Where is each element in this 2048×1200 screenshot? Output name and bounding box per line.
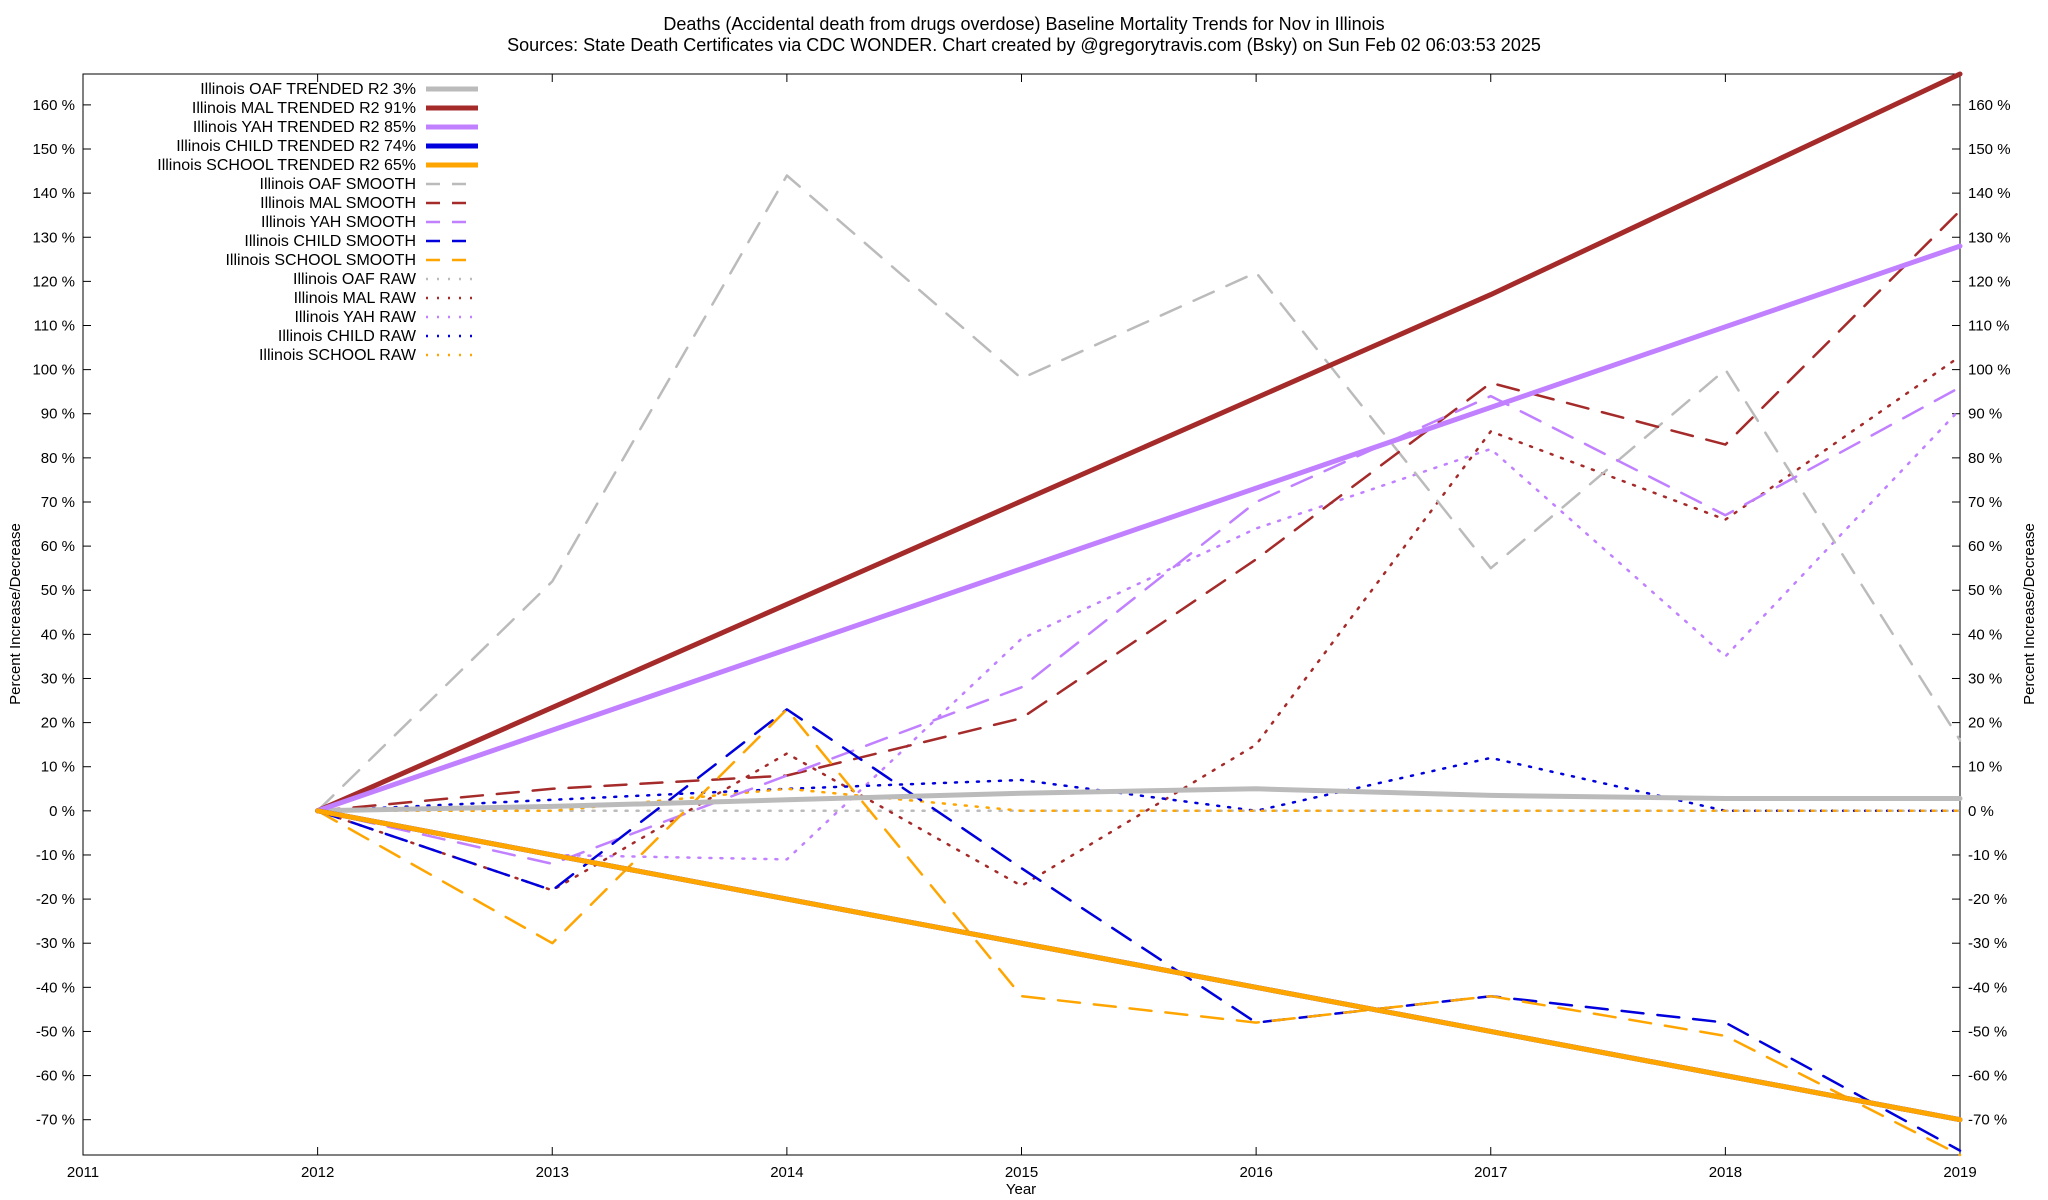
x-tick-label: 2012: [301, 1164, 334, 1181]
y-tick-label-left: -70 %: [36, 1112, 75, 1129]
x-tick-label: 2014: [770, 1164, 803, 1181]
legend-label: Illinois MAL SMOOTH: [260, 195, 416, 212]
legend-label: Illinois OAF RAW: [293, 271, 417, 288]
x-tick-label: 2013: [536, 1164, 569, 1181]
x-tick-label: 2011: [67, 1164, 99, 1181]
y-tick-label-right: 20 %: [1968, 715, 2002, 732]
series-line-12: [316, 408, 1962, 861]
y-tick-label-right: 50 %: [1968, 582, 2002, 599]
y-tick-label-right: -50 %: [1968, 1023, 2007, 1040]
series-line-4: [315, 808, 1963, 1123]
y-tick-label-left: 80 %: [41, 450, 75, 467]
chart-title: Deaths (Accidental death from drugs over…: [663, 14, 1384, 34]
legend-label: Illinois YAH RAW: [294, 309, 416, 326]
y-tick-label-right: 150 %: [1968, 141, 2011, 158]
x-tick-label: 2019: [1943, 1164, 1976, 1181]
y-tick-label-right: 80 %: [1968, 450, 2002, 467]
legend-label: Illinois SCHOOL RAW: [259, 347, 417, 364]
series-line-0: [315, 786, 1963, 814]
y-tick-label-left: 70 %: [41, 494, 75, 511]
y-tick-label-left: 160 %: [32, 97, 75, 114]
y-tick-label-right: 70 %: [1968, 494, 2002, 511]
y-tick-label-right: 0 %: [1968, 803, 1994, 820]
y-tick-label-left: -50 %: [36, 1023, 75, 1040]
legend: Illinois OAF TRENDED R2 3% Illinois MAL T…: [157, 81, 478, 364]
legend-label: Illinois YAH TRENDED R2 85%: [193, 119, 416, 136]
y-tick-label-right: 30 %: [1968, 670, 2002, 687]
legend-label: Illinois OAF SMOOTH: [260, 176, 416, 193]
legend-label: Illinois MAL RAW: [294, 290, 417, 307]
y-tick-label-left: 20 %: [41, 715, 75, 732]
legend-label: Illinois SCHOOL TRENDED R2 65%: [157, 157, 416, 174]
y-tick-label-left: 90 %: [41, 406, 75, 423]
chart-subtitle: Sources: State Death Certificates via CD…: [507, 35, 1541, 55]
legend-label: Illinois OAF TRENDED R2 3%: [200, 81, 416, 98]
series-line-1: [315, 71, 1963, 814]
y-tick-label-right: 110 %: [1968, 317, 2009, 334]
axis-ticks: 2011 2012 2013 2014 2015 2016 2017 2018 2019 160 …: [32, 74, 2011, 1181]
y-tick-label-left: -10 %: [36, 847, 75, 864]
y-tick-label-right: -40 %: [1968, 979, 2007, 996]
y-tick-label-right: 40 %: [1968, 626, 2002, 643]
y-tick-label-left: 60 %: [41, 538, 75, 555]
y-tick-label-left: -20 %: [36, 891, 75, 908]
x-axis-label: Year: [1006, 1181, 1036, 1198]
y-tick-label-left: 30 %: [41, 670, 75, 687]
y-tick-label-right: -20 %: [1968, 891, 2007, 908]
y-tick-label-right: -60 %: [1968, 1068, 2007, 1085]
y-tick-label-left: 40 %: [41, 626, 75, 643]
series-line-6: [316, 209, 1962, 813]
y-tick-label-right: 60 %: [1968, 538, 2002, 555]
series-line-9: [316, 708, 1962, 1157]
y-tick-label-left: 130 %: [32, 229, 75, 246]
y-tick-label-right: 160 %: [1968, 97, 2011, 114]
legend-label: Illinois CHILD RAW: [278, 328, 417, 345]
series-line-8: [316, 708, 1962, 1152]
y-tick-label-left: -40 %: [36, 979, 75, 996]
y-tick-label-right: -10 %: [1968, 847, 2007, 864]
x-tick-label: 2018: [1709, 1164, 1742, 1181]
series-group: [315, 71, 1963, 1157]
y-tick-label-right: -70 %: [1968, 1112, 2007, 1129]
x-tick-label: 2016: [1239, 1164, 1272, 1181]
y-tick-label-right: 120 %: [1968, 273, 2011, 290]
y-tick-label-left: 100 %: [32, 362, 75, 379]
y-tick-label-right: 90 %: [1968, 406, 2002, 423]
y-tick-label-left: -60 %: [36, 1068, 75, 1085]
y-tick-label-right: 10 %: [1968, 759, 2002, 776]
series-line-11: [316, 355, 1962, 892]
y-tick-label-left: 0 %: [49, 803, 75, 820]
y-axis-label-right: Percent Increase/Decrease: [2021, 523, 2038, 705]
y-tick-label-right: 140 %: [1968, 185, 2011, 202]
y-tick-label-right: 100 %: [1968, 362, 2011, 379]
y-tick-label-left: 140 %: [32, 185, 75, 202]
legend-label: Illinois CHILD TRENDED R2 74%: [176, 138, 416, 155]
y-tick-label-right: -30 %: [1968, 935, 2007, 952]
y-tick-label-right: 130 %: [1968, 229, 2011, 246]
y-tick-label-left: 110 %: [34, 317, 75, 334]
y-tick-label-left: -30 %: [36, 935, 75, 952]
legend-label: Illinois YAH SMOOTH: [261, 214, 416, 231]
legend-label: Illinois SCHOOL SMOOTH: [225, 252, 416, 269]
y-tick-label-left: 150 %: [32, 141, 75, 158]
series-line-7: [316, 386, 1962, 866]
series-line-2: [315, 243, 1963, 814]
y-tick-label-left: 120 %: [32, 273, 75, 290]
legend-label: Illinois CHILD SMOOTH: [244, 233, 416, 250]
series-line-5: [316, 174, 1962, 813]
y-tick-label-left: 50 %: [41, 582, 75, 599]
y-tick-label-left: 10 %: [41, 759, 75, 776]
series-line-13: [316, 756, 1962, 813]
x-tick-label: 2017: [1474, 1164, 1507, 1181]
legend-label: Illinois MAL TRENDED R2 91%: [192, 100, 416, 117]
x-tick-label: 2015: [1005, 1164, 1038, 1181]
y-axis-label-left: Percent Increase/Decrease: [7, 523, 24, 705]
